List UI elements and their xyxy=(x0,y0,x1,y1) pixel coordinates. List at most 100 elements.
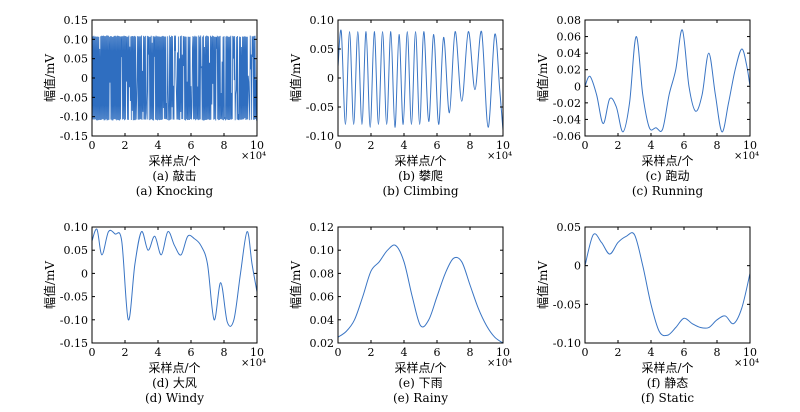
y-tick-label: 0 xyxy=(574,80,581,93)
x-exponent-label: ×10⁴ xyxy=(487,151,512,162)
y-tick-label: 0.06 xyxy=(310,291,335,304)
x-tick-label: 2 xyxy=(122,346,129,359)
x-axis-label: 采样点/个 xyxy=(148,360,200,375)
y-tick-label: -0.05 xyxy=(60,291,88,304)
series-line-running xyxy=(585,29,750,133)
panel-caption-en: (b) Climbing xyxy=(382,184,458,198)
y-tick-label: 0 xyxy=(327,72,334,85)
series-line-static xyxy=(585,232,750,337)
x-axis-label: 采样点/个 xyxy=(394,153,446,168)
x-tick-label: 0 xyxy=(582,139,589,152)
x-tick-label: 6 xyxy=(434,346,441,359)
chart-panel-f: 0 2 4 6 8 10-0.10-0.0500.05×10⁴幅值/mV采样点/个(f) … xyxy=(535,221,759,405)
panel-caption-zh: (d) 大风 xyxy=(152,376,197,390)
x-tick-label: 8 xyxy=(467,139,474,152)
x-exponent-label: ×10⁴ xyxy=(241,358,266,369)
plot-frame xyxy=(584,19,751,137)
plot-frame xyxy=(584,226,751,344)
x-tick-label: 0 xyxy=(89,346,96,359)
y-tick-label: 0.05 xyxy=(64,244,89,257)
x-tick-label: 0 xyxy=(89,139,96,152)
y-tick-label: -0.05 xyxy=(553,298,581,311)
x-tick-label: 2 xyxy=(615,139,622,152)
panel-caption-zh: (f) 静态 xyxy=(647,376,689,390)
panel-caption-zh: (e) 下雨 xyxy=(398,376,442,390)
y-tick-label: 0.10 xyxy=(310,14,335,27)
panel-caption-en: (f) Static xyxy=(641,391,694,405)
x-tick-label: 4 xyxy=(155,346,162,359)
y-tick-label: -0.10 xyxy=(306,130,334,143)
chart-panel-b: 0 2 4 6 8 10 -0.10 -0.05 0 0.05 0.10 ×10⁴ 幅值/mV 采样点/个… xyxy=(288,14,512,198)
y-tick-label: -0.10 xyxy=(60,111,88,124)
y-tick-label: 0.10 xyxy=(64,221,89,234)
y-axis-label: 幅值/mV xyxy=(288,54,303,102)
x-tick-label: 6 xyxy=(434,139,441,152)
y-tick-label: -0.02 xyxy=(553,97,581,110)
x-tick-label: 0 xyxy=(335,139,342,152)
series-line-knocking xyxy=(92,35,257,121)
y-tick-label: -0.05 xyxy=(60,91,88,104)
x-tick-label: 6 xyxy=(188,139,195,152)
panel-caption-en: (a) Knocking xyxy=(136,184,214,198)
plot-frame xyxy=(91,226,258,344)
y-tick-label: 0 xyxy=(81,267,88,280)
y-tick-label: 0.02 xyxy=(310,337,335,350)
y-tick-label: -0.10 xyxy=(553,337,581,350)
y-tick-label: -0.05 xyxy=(306,101,334,114)
x-tick-label: 6 xyxy=(681,139,688,152)
series-line-windy xyxy=(92,228,257,327)
x-tick-label: 8 xyxy=(467,346,474,359)
x-tick-label: 8 xyxy=(221,346,228,359)
x-tick-label: 2 xyxy=(615,346,622,359)
y-tick-label: 0.12 xyxy=(310,221,335,234)
panel-caption-en: (d) Windy xyxy=(145,391,204,405)
y-tick-label: 0 xyxy=(81,72,88,85)
y-axis-label: 幅值/mV xyxy=(535,261,550,309)
x-tick-label: 4 xyxy=(648,139,655,152)
y-tick-label: 0.08 xyxy=(557,14,582,27)
x-tick-label: 10 xyxy=(496,139,510,152)
x-tick-label: 10 xyxy=(743,139,757,152)
series-line-climbing xyxy=(338,29,503,131)
y-tick-label: -0.10 xyxy=(60,314,88,327)
x-tick-label: 8 xyxy=(221,139,228,152)
x-tick-label: 0 xyxy=(335,346,342,359)
x-tick-label: 2 xyxy=(122,139,129,152)
panel-caption-en: (e) Rainy xyxy=(393,391,448,405)
x-tick-label: 10 xyxy=(250,346,264,359)
plot-frame xyxy=(337,226,504,344)
x-exponent-label: ×10⁴ xyxy=(487,358,512,369)
y-tick-label: 0.08 xyxy=(310,267,335,280)
x-tick-label: 4 xyxy=(401,346,408,359)
x-tick-label: 10 xyxy=(250,139,264,152)
chart-panel-e: 0 2 4 6 8 10 0.02 0.04 0.06 0.08 0.10 0.12 ×10⁴ 幅值/mV… xyxy=(288,221,512,405)
x-tick-label: 8 xyxy=(714,139,721,152)
x-tick-label: 4 xyxy=(401,139,408,152)
y-axis-label: 幅值/mV xyxy=(42,54,57,102)
x-tick-label: 4 xyxy=(648,346,655,359)
x-tick-label: 2 xyxy=(368,139,375,152)
y-tick-label: 0 xyxy=(574,260,581,273)
x-exponent-label: ×10⁴ xyxy=(734,358,759,369)
x-tick-label: 4 xyxy=(155,139,162,152)
y-axis-label: 幅值/mV xyxy=(288,261,303,309)
y-tick-label: -0.15 xyxy=(60,337,88,350)
x-axis-label: 采样点/个 xyxy=(394,360,446,375)
panel-caption-zh: (a) 敲击 xyxy=(152,168,196,183)
chart-panel-d: 0 2 4 6 8 10 -0.15 -0.10 -0.05 0 0.05 0.10 ×10⁴ 幅值/mV… xyxy=(42,221,266,405)
x-tick-label: 10 xyxy=(743,346,757,359)
y-tick-label: 0.05 xyxy=(557,221,582,234)
y-tick-label: 0.05 xyxy=(310,43,335,56)
y-tick-label: 0.15 xyxy=(64,14,89,27)
y-tick-label: -0.15 xyxy=(60,130,88,143)
x-tick-label: 6 xyxy=(188,346,195,359)
x-tick-label: 6 xyxy=(681,346,688,359)
y-tick-label: 0.06 xyxy=(557,31,582,44)
y-tick-label: 0.04 xyxy=(310,314,335,327)
chart-panel-a: 0 2 4 6 8 10 -0.15 -0.10 -0.05 0 0.05 0.10 0.15 ×10⁴ 幅… xyxy=(42,14,266,198)
x-tick-label: 0 xyxy=(582,346,589,359)
y-axis-label: 幅值/mV xyxy=(535,54,550,102)
y-tick-label: 0.04 xyxy=(557,47,582,60)
y-tick-label: -0.04 xyxy=(553,113,581,126)
x-tick-label: 8 xyxy=(714,346,721,359)
